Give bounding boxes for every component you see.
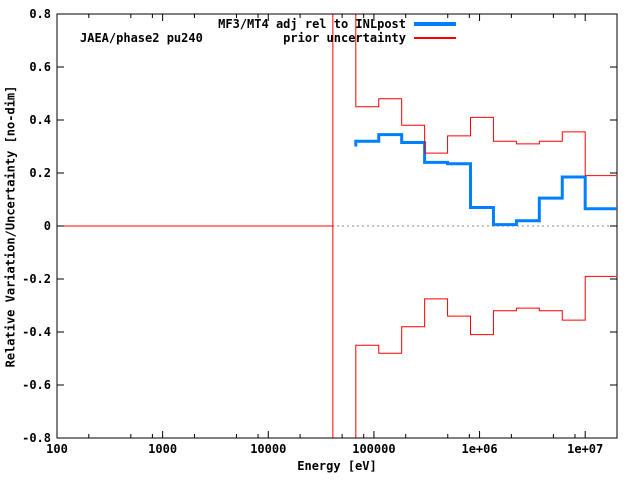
adjustment-curve	[354, 133, 617, 227]
y-tick-label: -0.2	[22, 272, 51, 286]
legend-line-sample-blue	[414, 22, 456, 26]
y-tick-label: 0.4	[29, 113, 51, 127]
y-tick-label: 0.2	[29, 166, 51, 180]
x-tick-label: 10000	[250, 442, 287, 456]
y-tick-label: 0.6	[29, 60, 51, 74]
legend-item-adjustment: MF3/MT4 adj rel to INLpost	[0, 17, 456, 31]
legend-label-prior-uncertainty: prior uncertainty	[283, 31, 406, 45]
plot-annotation: JAEA/phase2 pu240	[80, 31, 203, 45]
legend-label-adjustment: MF3/MT4 adj rel to INLpost	[218, 17, 406, 31]
x-tick-label: 1e+06	[461, 442, 498, 456]
x-axis-title: Energy [eV]	[297, 459, 377, 473]
y-tick-label: -0.4	[22, 325, 51, 339]
legend-line-sample-red	[414, 37, 456, 39]
y-tick-label: -0.8	[22, 431, 51, 445]
prior-uncertainty-lower-curve	[57, 225, 617, 438]
y-tick-label: -0.6	[22, 378, 51, 392]
x-tick-label: 1e+07	[567, 442, 604, 456]
prior-uncertainty-upper-curve	[57, 14, 617, 227]
legend-item-prior-uncertainty: prior uncertainty	[0, 31, 456, 45]
y-tick-label: 0.8	[29, 7, 51, 21]
x-tick-label: 1000	[148, 442, 178, 456]
x-tick-label: 100	[46, 442, 68, 456]
y-tick-label: 0	[43, 219, 51, 233]
x-tick-label: 100000	[352, 442, 396, 456]
